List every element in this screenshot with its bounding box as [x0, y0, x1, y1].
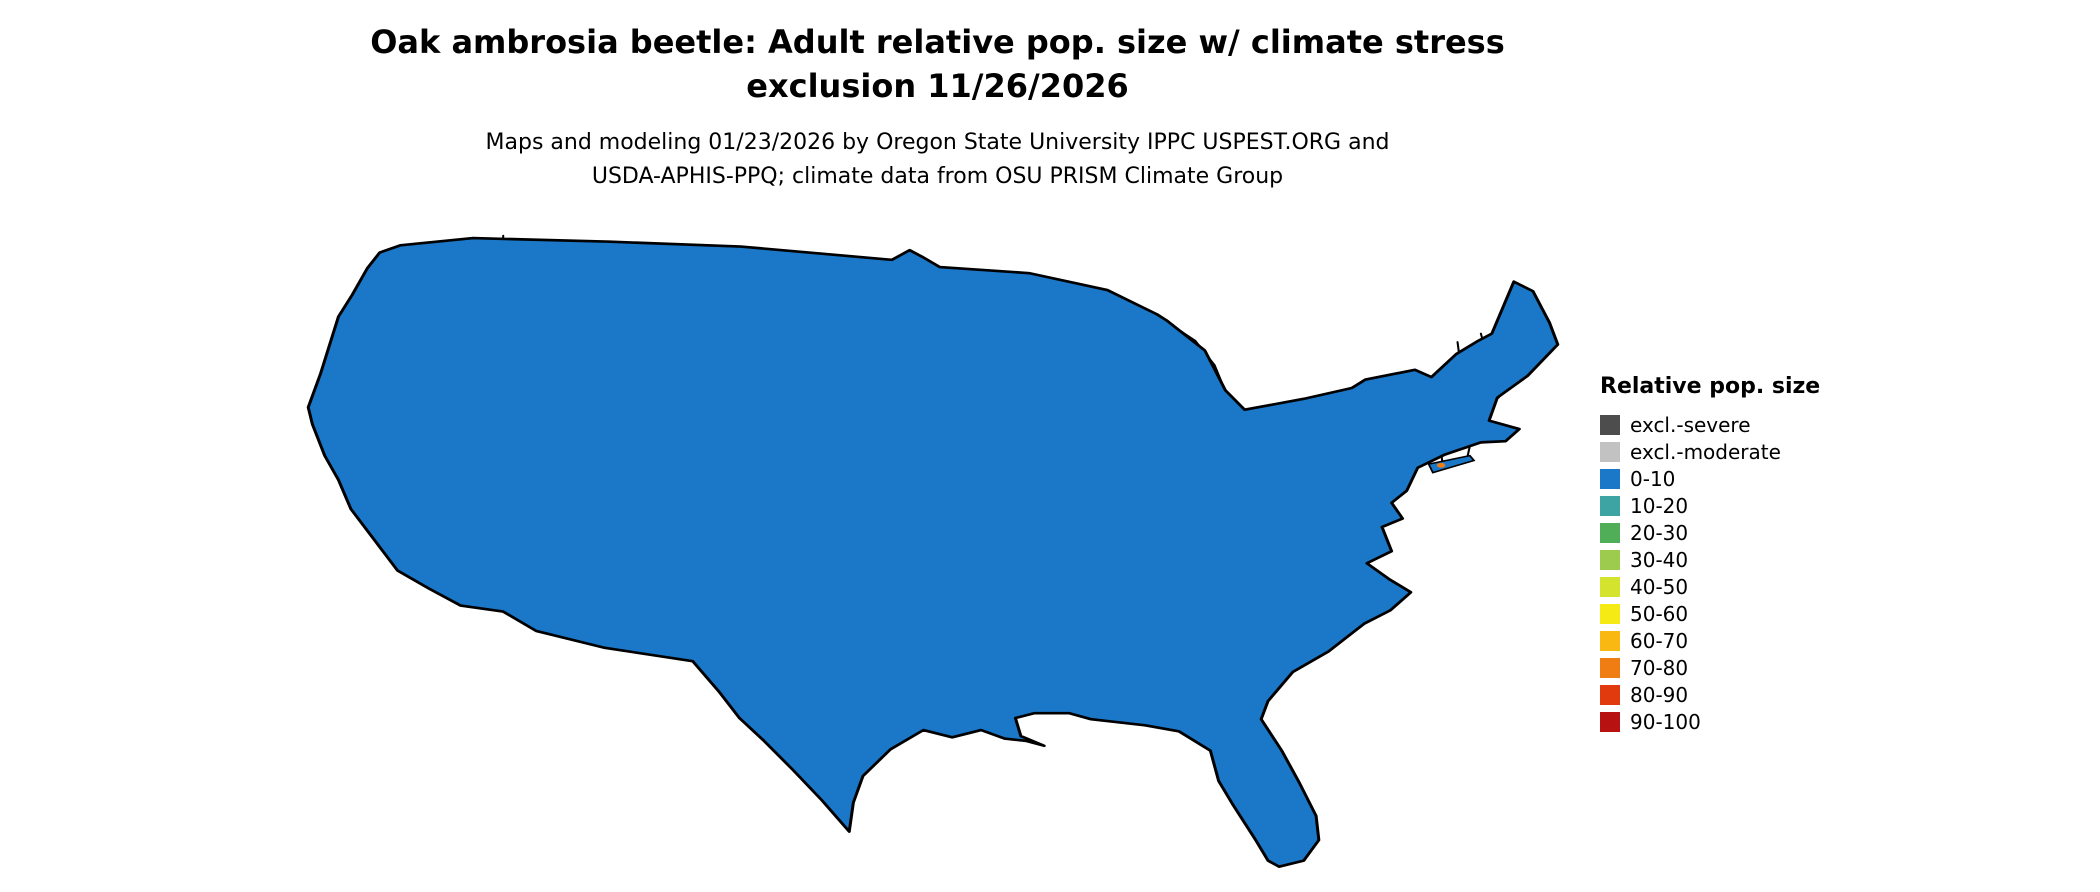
long-island — [1427, 454, 1476, 474]
legend-swatch — [1600, 630, 1620, 651]
legend-label: 70-80 — [1630, 655, 1689, 680]
legend-item: 60-70 — [1600, 627, 1880, 654]
legend-title: Relative pop. size — [1600, 374, 1821, 399]
conus-map-container — [300, 226, 1566, 886]
legend-item: 80-90 — [1600, 681, 1880, 708]
legend-item: 20-30 — [1600, 519, 1880, 546]
legend-item: 90-100 — [1600, 708, 1880, 735]
legend-swatch — [1600, 549, 1620, 570]
legend-item: 30-40 — [1600, 546, 1880, 573]
legend-label: 50-60 — [1630, 601, 1689, 626]
legend-item: 50-60 — [1600, 600, 1880, 627]
legend-label: 60-70 — [1630, 628, 1689, 653]
map-header: Oak ambrosia beetle: Adult relative pop.… — [0, 20, 1875, 194]
page-subtitle-line2: USDA-APHIS-PPQ; climate data from OSU PR… — [591, 164, 1284, 189]
legend-label: 40-50 — [1630, 574, 1689, 599]
legend-label: 80-90 — [1630, 682, 1689, 707]
legend-item: 40-50 — [1600, 573, 1880, 600]
legend-swatch — [1600, 711, 1620, 732]
us-outline — [306, 236, 1560, 869]
legend-item: 70-80 — [1600, 654, 1880, 681]
legend-label: 0-10 — [1630, 466, 1676, 491]
legend-label: 10-20 — [1630, 493, 1689, 518]
legend-swatch — [1600, 603, 1620, 624]
legend-label: excl.-severe — [1630, 412, 1751, 437]
legend-item: 0-10 — [1600, 465, 1880, 492]
legend-swatch — [1600, 657, 1620, 678]
legend-item: excl.-moderate — [1600, 438, 1880, 465]
legend-label: 90-100 — [1630, 709, 1701, 734]
legend-swatch — [1600, 414, 1620, 435]
page-subtitle-line1: Maps and modeling 01/23/2026 by Oregon S… — [485, 130, 1390, 155]
legend-rows: excl.-severe excl.-moderate 0-10 10-20 20-30… — [1600, 411, 1880, 735]
legend-swatch — [1600, 468, 1620, 489]
legend: Relative pop. size excl.-severe excl.-mod… — [1600, 374, 1880, 735]
legend-item: 10-20 — [1600, 492, 1880, 519]
legend-label: 20-30 — [1630, 520, 1689, 545]
legend-swatch — [1600, 576, 1620, 597]
page-title-line1: Oak ambrosia beetle: Adult relative pop.… — [370, 23, 1505, 61]
legend-item: excl.-severe — [1600, 411, 1880, 438]
page-subtitle: Maps and modeling 01/23/2026 by Oregon S… — [0, 126, 1875, 194]
legend-label: 30-40 — [1630, 547, 1689, 572]
conus-map — [306, 234, 1560, 869]
legend-label: excl.-moderate — [1630, 439, 1781, 464]
page-title-line2: exclusion 11/26/2026 — [746, 67, 1129, 105]
legend-swatch — [1600, 441, 1620, 462]
legend-swatch — [1600, 495, 1620, 516]
legend-swatch — [1600, 684, 1620, 705]
legend-swatch — [1600, 522, 1620, 543]
